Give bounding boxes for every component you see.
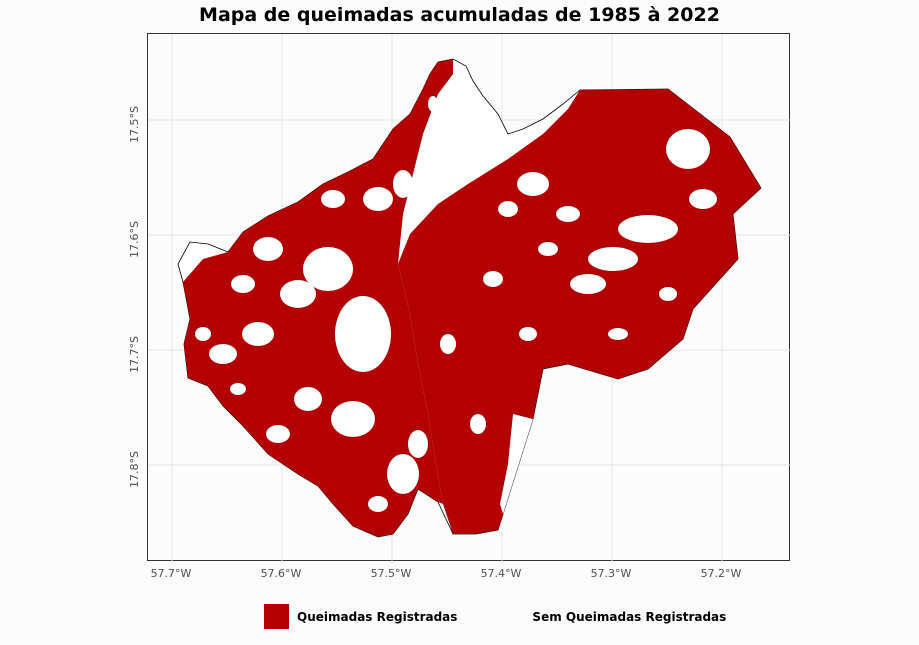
y-tick-label: 17.7°S <box>128 336 141 373</box>
x-tick-label: 57.5°W <box>370 567 412 580</box>
y-tick-label: 17.5°S <box>128 106 141 143</box>
legend-swatch-unburned <box>499 604 525 629</box>
map-panel <box>147 33 791 562</box>
legend-item-burned: Queimadas Registradas <box>264 604 457 629</box>
x-tick-label: 57.3°W <box>590 567 632 580</box>
x-tick-label: 57.4°W <box>480 567 522 580</box>
y-tick-label: 17.8°S <box>128 451 141 488</box>
legend-label: Queimadas Registradas <box>297 609 458 624</box>
legend-label: Sem Queimadas Registradas <box>532 609 727 624</box>
x-tick-label: 57.2°W <box>700 567 742 580</box>
map-svg <box>148 34 791 562</box>
y-tick-label: 17.6°S <box>128 221 141 258</box>
burned-area <box>183 59 761 537</box>
legend: Queimadas Registradas Sem Queimadas Regi… <box>264 604 768 629</box>
unburned-patches <box>195 96 717 514</box>
x-tick-label: 57.7°W <box>150 567 192 580</box>
x-tick-label: 57.6°W <box>260 567 302 580</box>
map-title: Mapa de queimadas acumuladas de 1985 à 2… <box>199 4 720 26</box>
legend-item-unburned: Sem Queimadas Registradas <box>499 604 726 629</box>
legend-swatch-burned <box>264 604 289 629</box>
